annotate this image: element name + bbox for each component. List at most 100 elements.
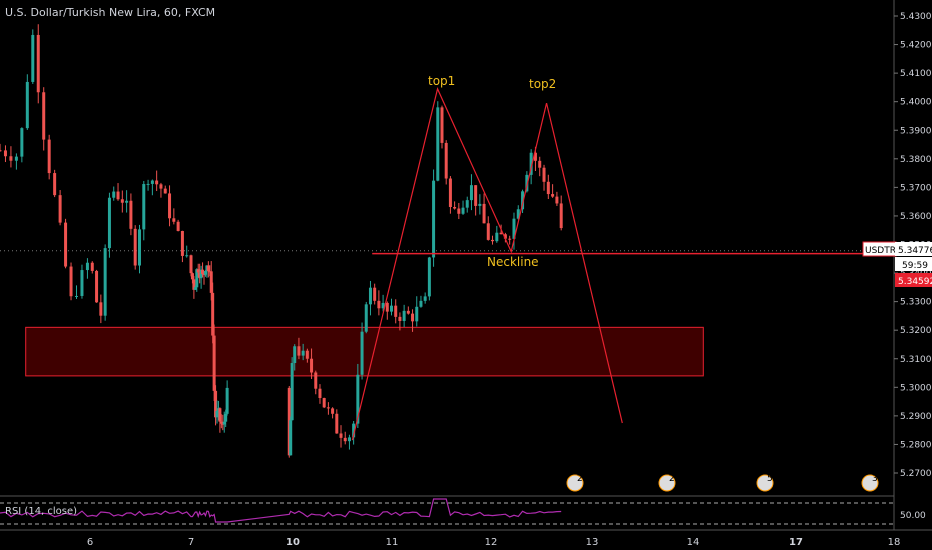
candle-body (538, 160, 542, 168)
event-badge-label: 3 (872, 474, 878, 484)
double-top-trendlines[interactable] (351, 86, 623, 441)
flag-icon (658, 474, 676, 492)
candle-body (218, 408, 222, 422)
candle-body (551, 194, 555, 197)
price-tick-label: 5.42000 (900, 41, 932, 51)
price-tick-label: 5.37000 (900, 183, 932, 193)
candle-body (163, 188, 167, 194)
candle-body (192, 279, 196, 290)
candle-body (555, 196, 559, 204)
candle-body (103, 248, 107, 316)
candle-body (31, 34, 35, 82)
candle-body (352, 423, 356, 438)
candle-body (107, 197, 111, 249)
candle-body (453, 206, 457, 209)
candle-body (411, 313, 415, 322)
candle-body (85, 262, 89, 271)
candle-body (99, 302, 103, 316)
flag-icon (861, 474, 879, 492)
event-badge[interactable]: 3 (861, 474, 879, 492)
candle-body (301, 350, 305, 356)
price-tick-label: 5.30000 (900, 383, 932, 393)
candle-body (219, 421, 223, 424)
rsi-label[interactable]: RSI (14, close) (5, 506, 77, 517)
candle-body (390, 305, 394, 312)
candle-body (322, 398, 326, 408)
candle-body (427, 257, 431, 297)
candle-body (133, 228, 137, 266)
candle-body (512, 218, 516, 239)
candle-body (343, 437, 347, 442)
candle-body (444, 142, 448, 179)
candle-body (364, 304, 368, 332)
candle-body (176, 221, 180, 231)
candle-body (423, 296, 427, 301)
candle-body (125, 200, 129, 203)
candle-body (360, 331, 364, 375)
candle-body (189, 255, 193, 274)
candle-body (377, 300, 381, 309)
candle-body (314, 372, 318, 389)
candle-body (482, 203, 486, 224)
candle-body (193, 287, 197, 290)
time-tick-label: 11 (386, 537, 399, 548)
time-tick-label: 13 (586, 537, 599, 548)
candle-body (195, 269, 199, 288)
candle-body (3, 150, 7, 157)
candle-body (542, 167, 546, 182)
candle-body (347, 437, 351, 442)
candle-body (159, 184, 163, 189)
event-badge[interactable]: 2 2 (658, 474, 683, 492)
bid-price-tag: 5.34592 (895, 273, 932, 287)
time-tick-label: 12 (485, 537, 498, 548)
countdown-text: 59:59 (902, 261, 928, 271)
event-badge-label: 2 2 (577, 474, 591, 484)
candle-body (142, 184, 146, 230)
top1-label[interactable]: top1 (428, 74, 455, 88)
candle-body (318, 388, 322, 399)
candle-body (25, 81, 29, 129)
candle-body (499, 232, 503, 235)
price-tick-label: 5.39000 (900, 126, 932, 136)
flag-icon (566, 474, 584, 492)
candle-body (36, 34, 40, 93)
candle-body (146, 183, 150, 185)
time-axis[interactable]: 6 7 10 11 12 13 14 17 18 (87, 537, 901, 548)
candle-body (436, 107, 440, 181)
candle-body (90, 262, 94, 271)
support-zone[interactable] (25, 326, 704, 377)
candle-body (546, 181, 550, 195)
top2-label[interactable]: top2 (529, 77, 556, 91)
event-badges[interactable]: 2 2 2 2 5 3 (566, 474, 879, 492)
rsi-line[interactable] (0, 498, 562, 523)
candle-body (440, 107, 444, 143)
candle-body (289, 420, 293, 456)
event-badge[interactable]: 5 (756, 474, 774, 492)
event-badge-label: 2 2 (669, 474, 683, 484)
candle-body (206, 265, 210, 272)
price-tick-label: 5.33000 (900, 298, 932, 308)
price-tick-label: 5.32000 (900, 326, 932, 336)
candle-body (469, 185, 473, 201)
candle-body (508, 238, 512, 240)
candle-body (305, 350, 309, 359)
event-badge-label: 5 (767, 474, 773, 484)
candle-body (297, 346, 301, 356)
price-pane[interactable] (0, 24, 894, 458)
candle-body (112, 191, 116, 198)
price-tick-label: 5.41000 (900, 69, 932, 79)
price-tick-label: 5.28000 (900, 440, 932, 450)
rsi-pane[interactable] (0, 498, 894, 525)
time-tick-label: 7 (188, 537, 194, 548)
price-tick-label: 5.29000 (900, 412, 932, 422)
candle-body (168, 193, 172, 219)
candle-body (116, 191, 120, 200)
candle-body (432, 180, 436, 258)
candle-body (503, 234, 507, 239)
time-tick-label: 10 (286, 537, 300, 548)
neckline-label[interactable]: Neckline (487, 255, 539, 269)
event-badge[interactable]: 2 2 (566, 474, 591, 492)
symbol-tag-text: USDTRY (865, 246, 901, 256)
